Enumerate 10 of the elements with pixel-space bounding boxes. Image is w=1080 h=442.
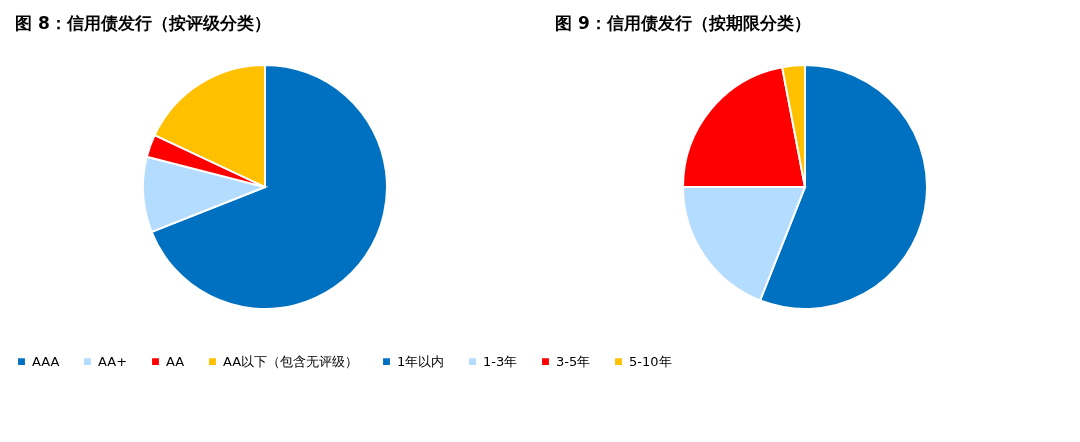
legend-label: AA [166, 353, 185, 369]
legend-label: AA+ [98, 353, 128, 369]
legend-label: 3-5年 [556, 353, 591, 369]
legend-label: 1-3年 [483, 353, 518, 369]
chart-title: 图 8：信用债发行（按评级分类） [15, 13, 271, 33]
chart-title: 图 9：信用债发行（按期限分类） [555, 13, 811, 33]
legend-label: AAA [32, 353, 60, 369]
legend-label: AA以下（包含无评级） [223, 353, 359, 369]
legend-label: 5-10年 [629, 353, 672, 369]
legend-label: 1年以内 [397, 353, 445, 369]
